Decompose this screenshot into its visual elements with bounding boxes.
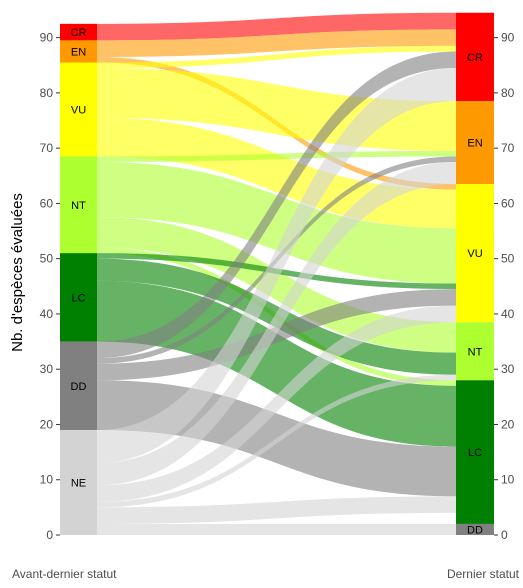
right-tick-label-0: 0 (501, 528, 508, 542)
right-node-nt (456, 322, 494, 381)
left-node-vu (60, 62, 97, 157)
left-node-dd (60, 341, 97, 430)
flow-nt-to-nt (97, 217, 456, 353)
right-node-label-lc: LC (468, 447, 482, 459)
right-node-label-vu: VU (467, 248, 482, 260)
left-tick-label-70: 70 (40, 141, 54, 155)
flow-cr-to-cr (97, 12, 456, 41)
flow-ne-to-en (97, 161, 456, 486)
left-tick-label-90: 90 (40, 31, 54, 45)
x-axis-label-right: Dernier statut (447, 567, 520, 581)
right-node-label-cr: CR (467, 52, 483, 64)
right-node-vu (456, 184, 494, 323)
right-tick-label-30: 30 (501, 362, 515, 376)
flow-ne-to-dd (97, 523, 456, 535)
right-node-label-en: EN (467, 138, 482, 150)
flow-ne-to-vu (97, 305, 456, 502)
y-axis-title: Nb. d'espèces évaluées (9, 193, 26, 352)
left-tick-label-50: 50 (40, 252, 54, 266)
left-node-ne (60, 430, 97, 535)
left-node-label-lc: LC (71, 292, 85, 304)
flow-dd-to-cr (97, 51, 456, 359)
right-tick-label-60: 60 (501, 196, 515, 210)
right-tick-label-90: 90 (501, 31, 515, 45)
right-tick-label-80: 80 (501, 86, 515, 100)
left-node-nt (60, 156, 97, 254)
flow-en-to-cr (97, 29, 456, 57)
right-tick-label-20: 20 (501, 417, 515, 431)
flow-ne-to-nt (97, 374, 456, 508)
left-node-cr (60, 23, 97, 41)
left-tick-label-40: 40 (40, 307, 54, 321)
left-node-lc (60, 253, 97, 342)
left-node-label-vu: VU (71, 104, 86, 116)
right-tick-label-10: 10 (501, 473, 515, 487)
right-node-dd (456, 523, 494, 535)
right-tick-label-40: 40 (501, 307, 515, 321)
flow-nt-to-en (97, 150, 456, 162)
flow-ne-to-lc (97, 496, 456, 524)
flow-vu-to-cr (97, 45, 456, 69)
right-tick-label-70: 70 (501, 141, 515, 155)
left-tick-label-20: 20 (40, 417, 54, 431)
right-node-lc (456, 380, 494, 524)
nodes-layer: CR EN VU NT LC DD NE CR EN VU NT LC DD (60, 12, 494, 536)
left-tick-label-30: 30 (40, 362, 54, 376)
left-tick-label-80: 80 (40, 86, 54, 100)
left-node-en (60, 40, 97, 63)
left-node-label-cr: CR (71, 27, 87, 39)
left-node-label-ne: NE (71, 478, 86, 490)
flows-layer (97, 12, 456, 535)
left-node-label-nt: NT (71, 200, 86, 212)
axes-layer: 0 0 10 10 20 20 30 30 40 40 50 50 60 60 70 70 80 80 90 90 (40, 31, 515, 542)
left-node-label-dd: DD (71, 381, 87, 393)
left-tick-label-10: 10 (40, 473, 54, 487)
right-node-en (456, 101, 494, 185)
right-node-cr (456, 12, 494, 102)
left-tick-label-60: 60 (40, 196, 54, 210)
x-axis-label-left: Avant-dernier statut (12, 567, 117, 581)
flow-ne-to-cr (97, 68, 456, 464)
left-node-label-en: EN (71, 46, 86, 58)
right-node-label-nt: NT (468, 346, 483, 358)
right-tick-label-50: 50 (501, 252, 515, 266)
right-node-label-dd: DD (467, 524, 483, 536)
left-tick-label-0: 0 (46, 528, 53, 542)
flow-nt-to-vu (97, 161, 456, 284)
